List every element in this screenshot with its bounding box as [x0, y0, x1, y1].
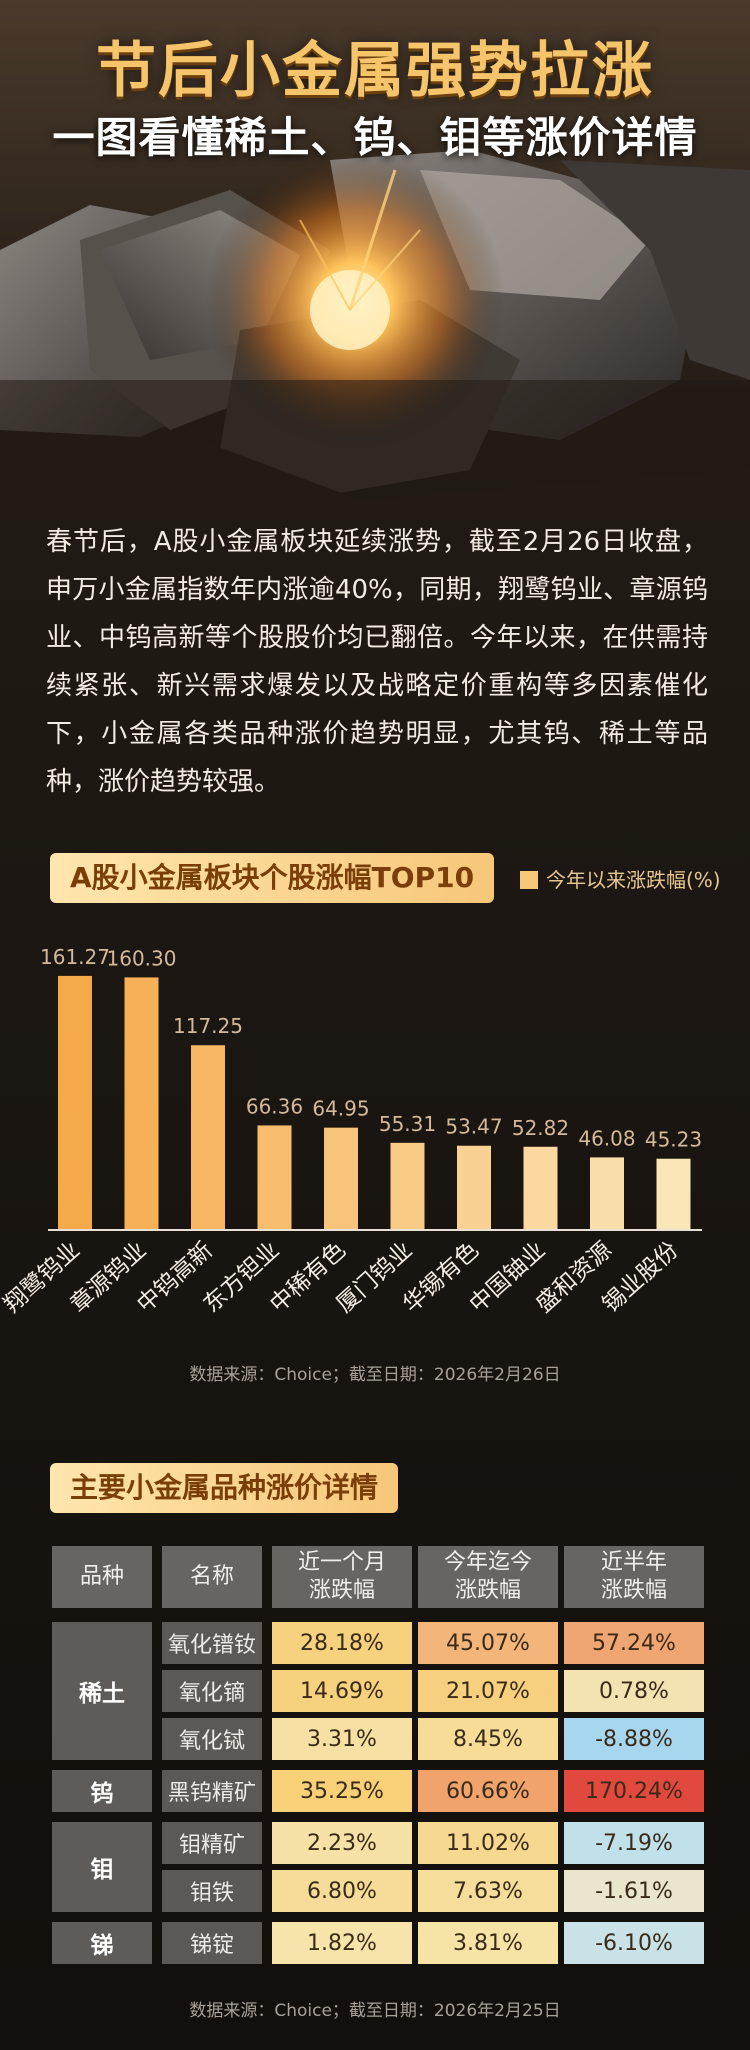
- value-cell-month: 2.23%: [272, 1822, 412, 1864]
- value-cell-month: 3.31%: [272, 1718, 412, 1760]
- page-title: 节后小金属强势拉涨: [96, 36, 654, 106]
- table-header-cell: 近一个月 涨跌幅: [272, 1546, 412, 1608]
- legend-label: 今年以来涨跌幅(%): [546, 868, 721, 892]
- value-cell-month: 35.25%: [272, 1770, 412, 1812]
- legend-swatch: [520, 871, 538, 889]
- value-cell-month: 6.80%: [272, 1870, 412, 1912]
- value-cell-ytd: 60.66%: [418, 1770, 558, 1812]
- category-cell: 钨: [52, 1770, 152, 1812]
- value-cell-ytd: 7.63%: [418, 1870, 558, 1912]
- table-header-cell: 名称: [162, 1546, 262, 1608]
- table-header-cell: 今年迄今 涨跌幅: [418, 1546, 558, 1608]
- table-header-cell: 品种: [52, 1546, 152, 1608]
- bar-value-label: 64.95: [312, 1097, 369, 1121]
- category-cell: 稀土: [52, 1622, 152, 1760]
- name-cell: 氧化镝: [162, 1670, 262, 1712]
- name-cell: 黑钨精矿: [162, 1770, 262, 1812]
- intro-paragraph: 春节后，A股小金属板块延续涨势，截至2月26日收盘，申万小金属指数年内涨逾40%…: [46, 527, 708, 797]
- bar-value-label: 160.30: [107, 946, 177, 970]
- value-cell-ytd: 8.45%: [418, 1718, 558, 1760]
- bar-8: [590, 1157, 624, 1230]
- bar-value-label: 52.82: [512, 1116, 569, 1140]
- value-cell-half-year: -7.19%: [564, 1822, 704, 1864]
- category-tick-label: 锡业股份: [598, 1237, 684, 1318]
- ore-rock-illustration: [0, 0, 750, 520]
- name-cell: 锑锭: [162, 1922, 262, 1964]
- page-subtitle: 一图看懂稀土、钨、钼等涨价详情: [52, 113, 698, 162]
- bar-value-label: 53.47: [445, 1115, 502, 1139]
- hero-banner: 节后小金属强势拉涨 一图看懂稀土、钨、钼等涨价详情: [0, 0, 750, 520]
- value-cell-half-year: -8.88%: [564, 1718, 704, 1760]
- value-cell-half-year: 57.24%: [564, 1622, 704, 1664]
- value-cell-half-year: 170.24%: [564, 1770, 704, 1812]
- table-header-cell: 近半年 涨跌幅: [564, 1546, 704, 1608]
- value-cell-month: 28.18%: [272, 1622, 412, 1664]
- chart-source-note: 数据来源：Choice；截至日期：2026年2月26日: [189, 1365, 561, 1385]
- value-cell-half-year: -1.61%: [564, 1870, 704, 1912]
- name-cell: 钼铁: [162, 1870, 262, 1912]
- name-cell: 氧化铽: [162, 1718, 262, 1760]
- value-cell-month: 1.82%: [272, 1922, 412, 1964]
- bar-7: [523, 1146, 558, 1230]
- bar-value-label: 66.36: [246, 1094, 303, 1118]
- value-cell-ytd: 3.81%: [418, 1922, 558, 1964]
- table-section-label: 主要小金属品种涨价详情: [50, 1463, 399, 1513]
- category-cell: 锑: [52, 1922, 152, 1964]
- bar-4: [324, 1127, 358, 1230]
- chart-legend: 今年以来涨跌幅(%): [520, 864, 721, 893]
- chart-section-label: A股小金属板块个股涨幅TOP10: [50, 853, 495, 903]
- name-cell: 氧化镨钕: [162, 1622, 262, 1664]
- bar-value-label: 161.27: [40, 945, 110, 969]
- value-cell-ytd: 11.02%: [418, 1822, 558, 1864]
- name-cell: 钼精矿: [162, 1822, 262, 1864]
- bar-0: [58, 975, 92, 1230]
- value-cell-half-year: 0.78%: [564, 1670, 704, 1712]
- value-cell-month: 14.69%: [272, 1670, 412, 1712]
- table-source-note: 数据来源：Choice；截至日期：2026年2月25日: [189, 2001, 561, 2021]
- bar-2: [191, 1045, 225, 1230]
- bar-value-label: 46.08: [578, 1126, 635, 1150]
- bar-6: [457, 1145, 491, 1230]
- bar-1: [124, 977, 159, 1230]
- bar-3: [257, 1125, 292, 1230]
- category-cell: 钼: [52, 1822, 152, 1912]
- value-cell-ytd: 21.07%: [418, 1670, 558, 1712]
- value-cell-half-year: -6.10%: [564, 1922, 704, 1964]
- value-cell-ytd: 45.07%: [418, 1622, 558, 1664]
- bar-9: [656, 1158, 691, 1230]
- bar-value-label: 45.23: [645, 1128, 702, 1152]
- bar-chart: 161.27翔鹭钨业160.30章源钨业117.25中钨高新66.36东方钽业6…: [0, 945, 702, 1318]
- bar-value-label: 55.31: [379, 1112, 436, 1136]
- bar-5: [390, 1142, 425, 1230]
- bar-value-label: 117.25: [173, 1014, 243, 1038]
